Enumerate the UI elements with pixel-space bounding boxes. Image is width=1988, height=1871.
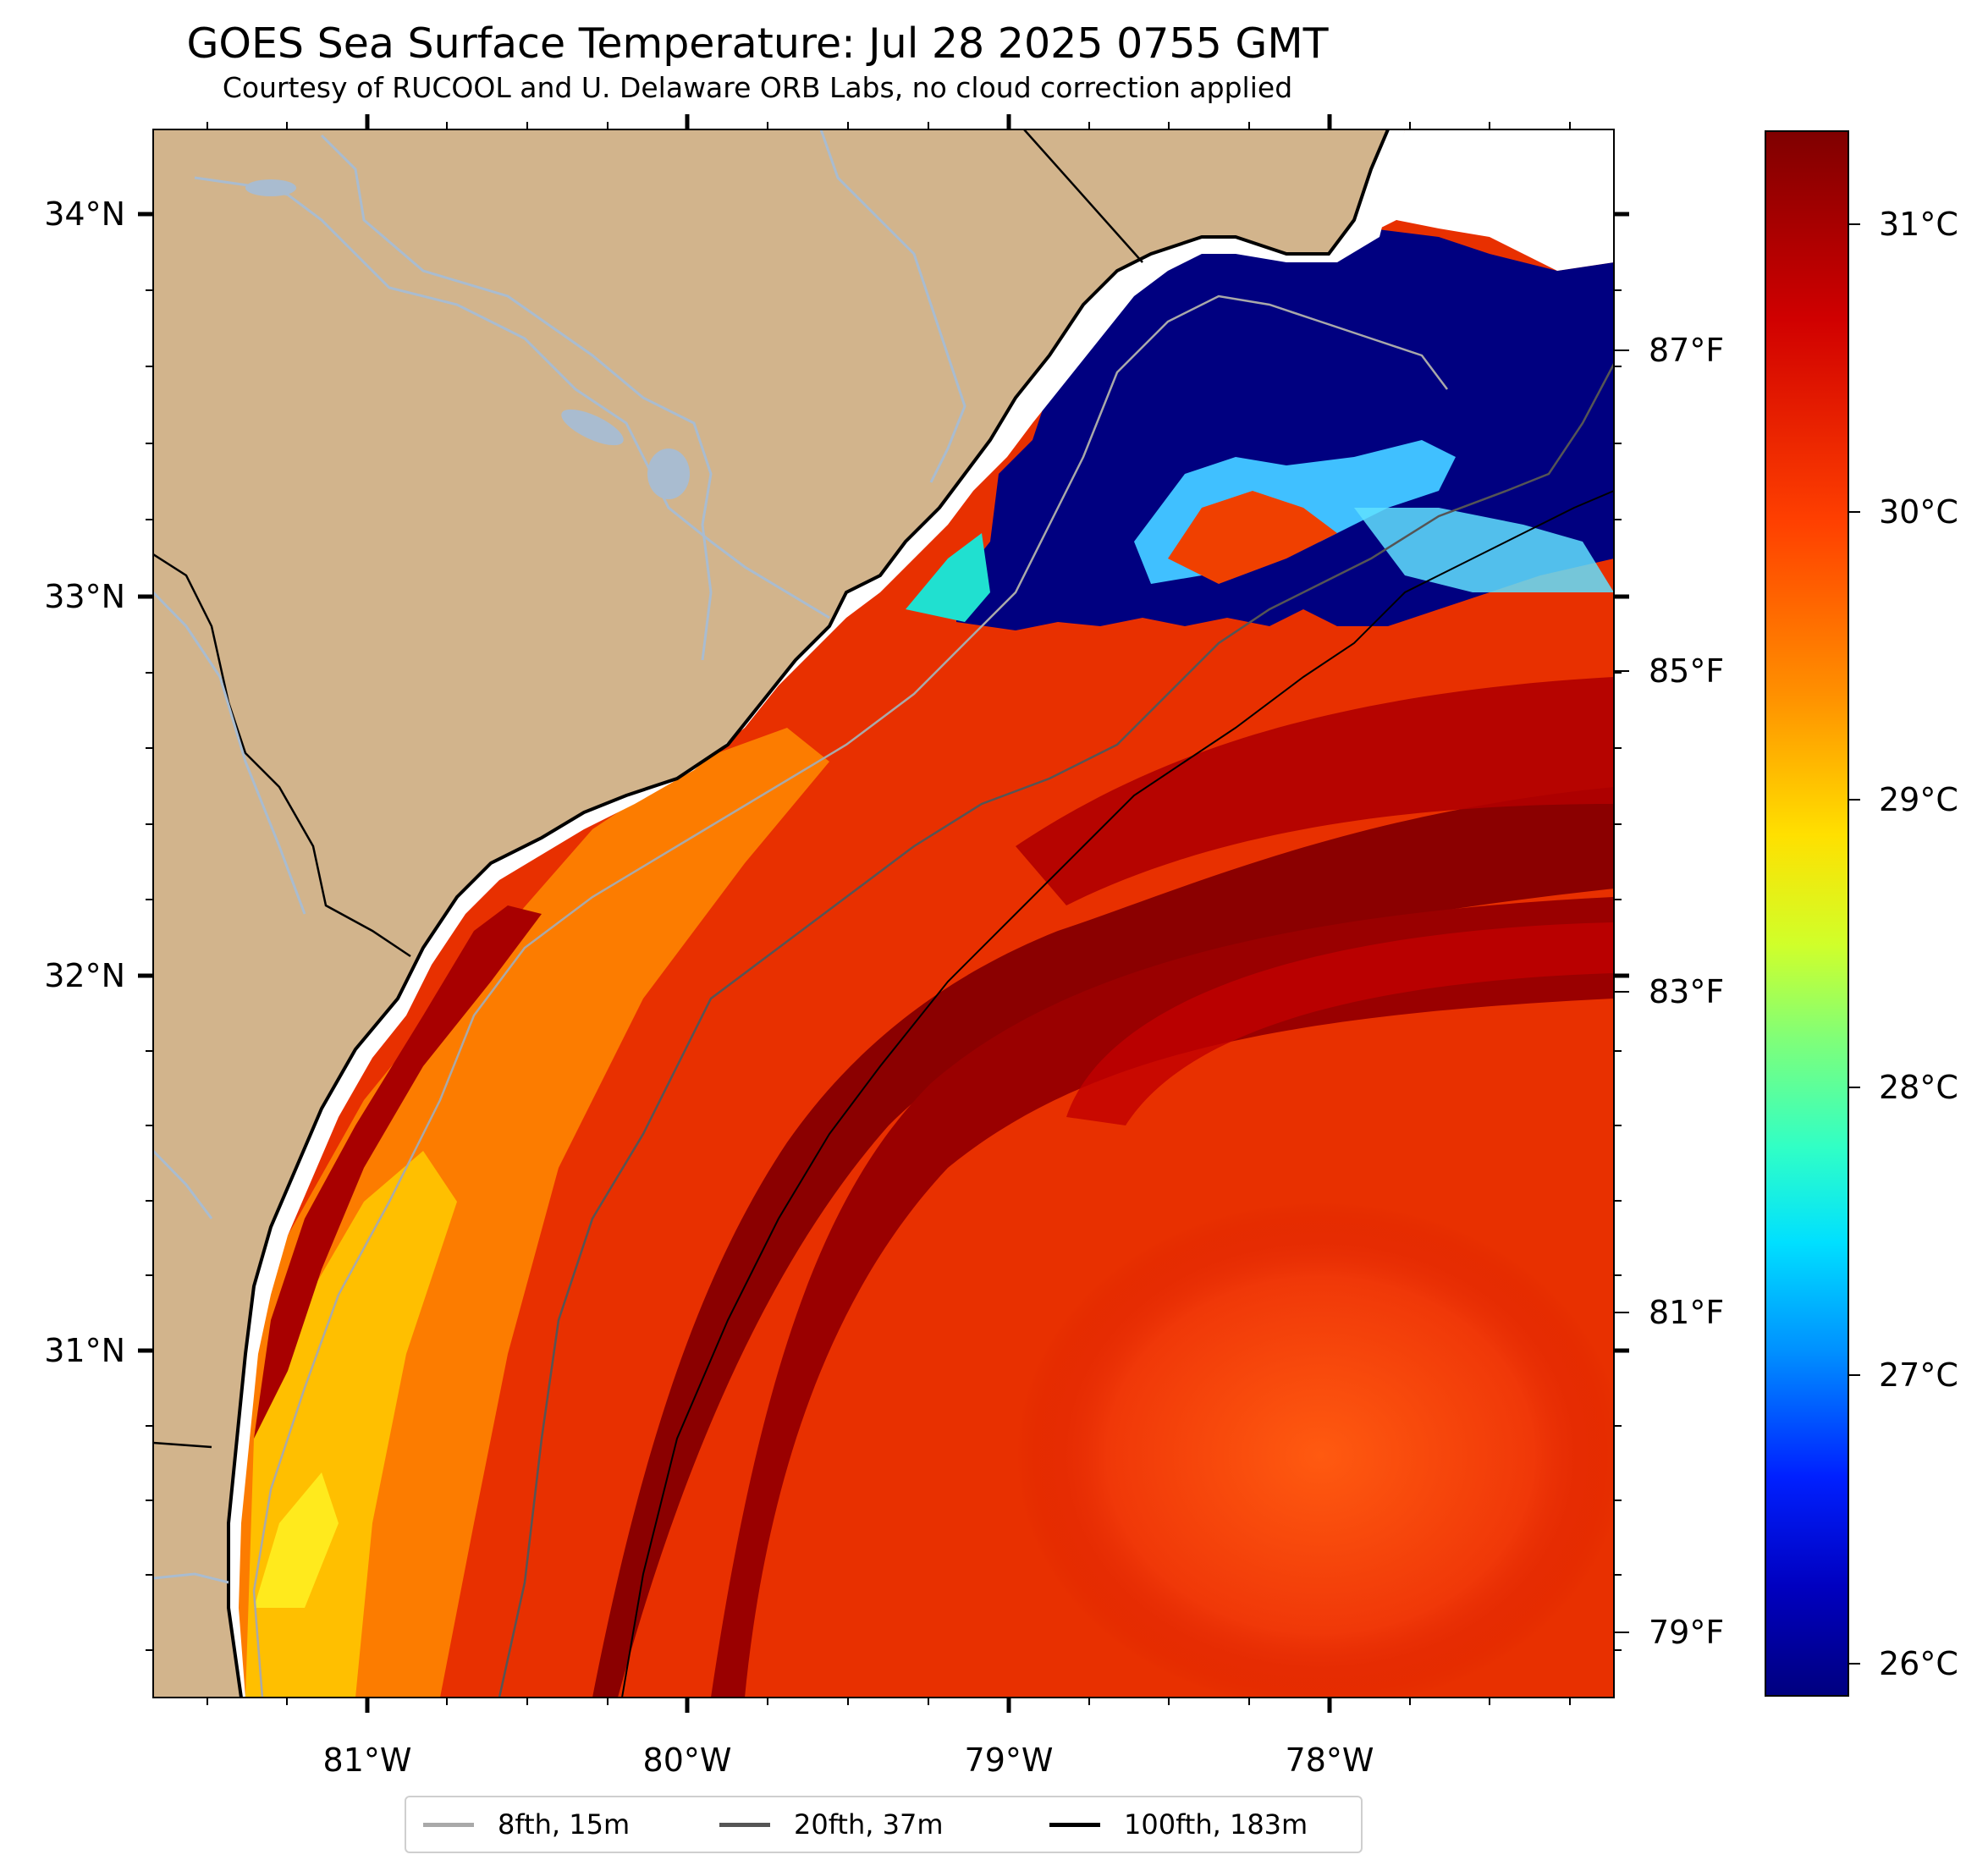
lat-label-34n: 34°N	[44, 195, 125, 233]
state-border-ga-fl	[153, 1441, 212, 1449]
lat-label-31n: 31°N	[44, 1332, 125, 1369]
fahrenheit-label-87: 87°F	[1649, 332, 1725, 369]
legend-label-20fth: 20fth, 37m	[794, 1808, 944, 1841]
map-subtitle: Courtesy of RUCOOL and U. Delaware ORB L…	[222, 71, 1293, 104]
fahrenheit-label-79: 79°F	[1649, 1614, 1725, 1651]
river-6	[153, 1572, 229, 1584]
lake-3	[647, 448, 690, 499]
nearshore-yellow-spot	[254, 1472, 339, 1608]
river-5	[153, 1149, 213, 1219]
lon-label-78w: 78°W	[1285, 1742, 1374, 1779]
river-1	[194, 176, 830, 619]
minor-ticks	[146, 122, 1622, 1705]
legend-label-8fth: 8fth, 15m	[498, 1808, 631, 1841]
colorbar-label-28c: 28°C	[1879, 1069, 1958, 1106]
river-4	[153, 591, 306, 915]
river-3	[819, 129, 966, 483]
lat-ticks-left	[138, 212, 153, 1353]
thermal-front-cyan	[906, 533, 990, 622]
legend-item-20fth: 20fth, 37m	[719, 1797, 943, 1852]
state-border-sc-ga	[153, 553, 411, 958]
warm-intrusion	[1168, 491, 1337, 584]
river-2	[320, 134, 713, 661]
lat-ticks-right	[1614, 212, 1629, 1353]
offshore-hot-band	[1016, 677, 1614, 905]
isobath-100fth	[621, 490, 1614, 1698]
colorbar-label-30c: 30°C	[1879, 493, 1958, 531]
gulf-stream-outer	[711, 897, 1614, 1698]
lake-1	[245, 179, 296, 196]
no-data-northeast	[1379, 129, 1614, 271]
legend-line-100fth	[1049, 1822, 1100, 1827]
colorbar-label-26c: 26°C	[1879, 1645, 1958, 1682]
warm-eddy	[1016, 1202, 1614, 1698]
lon-label-79w: 79°W	[964, 1742, 1054, 1779]
colorbar-label-31c: 31°C	[1879, 206, 1958, 243]
lat-label-33n: 33°N	[44, 578, 125, 615]
fahrenheit-label-85: 85°F	[1649, 652, 1725, 690]
legend-item-8fth: 8fth, 15m	[423, 1797, 630, 1852]
map-frame	[152, 129, 1615, 1698]
coastal-no-data	[229, 129, 1405, 1698]
gulf-stream-core	[592, 787, 1614, 1698]
colorbar-label-27c: 27°C	[1879, 1356, 1958, 1394]
legend-label-100fth: 100fth, 183m	[1124, 1808, 1308, 1841]
isobath-8fth	[252, 294, 1448, 1698]
map-area	[153, 129, 1614, 1698]
state-border-nc-sc	[1023, 129, 1143, 263]
lat-label-32n: 32°N	[44, 957, 125, 994]
coastline	[227, 129, 1390, 1698]
filament	[1066, 922, 1614, 1125]
lon-label-80w: 80°W	[642, 1742, 732, 1779]
fahrenheit-label-83: 83°F	[1649, 973, 1725, 1010]
lake-2	[561, 409, 624, 446]
isobath-20fth	[498, 363, 1614, 1698]
fahrenheit-label-81: 81°F	[1649, 1294, 1725, 1331]
colorbar-label-29c: 29°C	[1879, 781, 1958, 818]
legend-item-100fth: 100fth, 183m	[1049, 1797, 1308, 1852]
lon-ticks-bottom	[365, 1698, 1332, 1713]
isobath-legend: 8fth, 15m 20fth, 37m 100fth, 183m	[405, 1796, 1363, 1853]
lon-ticks-top	[365, 114, 1332, 129]
legend-line-20fth	[719, 1822, 770, 1827]
colorbar	[1765, 130, 1849, 1697]
fahrenheit-ticks	[1614, 349, 1629, 1633]
lon-label-81w: 81°W	[322, 1742, 412, 1779]
map-title: GOES Sea Surface Temperature: Jul 28 202…	[186, 19, 1329, 68]
colorbar-ticks	[1848, 223, 1860, 1665]
land	[153, 129, 1388, 1698]
legend-line-8fth	[423, 1822, 474, 1827]
